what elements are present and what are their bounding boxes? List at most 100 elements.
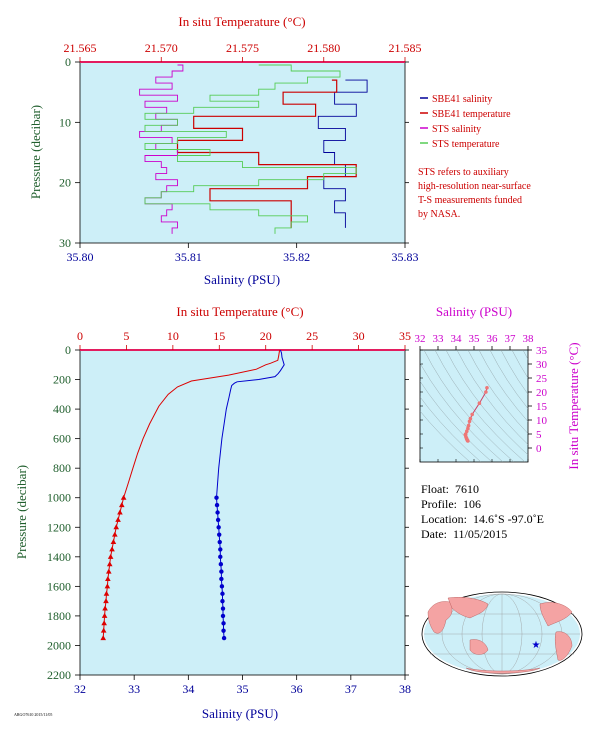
- lower-x-tick-label: 38: [399, 682, 411, 696]
- location-line: Location: 14.6˚S -97.0˚E: [421, 512, 544, 526]
- upper-x2-tick-label: 21.570: [145, 41, 178, 55]
- lower-x-tick-label: 34: [182, 682, 194, 696]
- ts-x-tick-label: 34: [451, 333, 463, 345]
- ts-series-group: [463, 386, 489, 443]
- lower-temperature-point: [112, 531, 118, 537]
- ts-point: [468, 416, 473, 421]
- legend-item-sbe41-temperature: SBE41 temperature: [420, 109, 511, 120]
- lower-temperature-point: [107, 553, 114, 559]
- ts-x-tick-label: 36: [487, 333, 499, 345]
- lower-x-tick-label: 37: [345, 682, 357, 696]
- legend-label: STS salinity: [432, 124, 481, 135]
- ts-point: [465, 429, 469, 434]
- lower-temperature-point: [106, 561, 113, 567]
- upper-x2-tick-label: 21.565: [64, 41, 97, 55]
- lower-salinity-point: [217, 539, 222, 545]
- map-land-antarctica: [465, 667, 541, 674]
- ts-top-axis-title: Salinity (PSU): [436, 304, 512, 319]
- ts-point: [470, 412, 475, 417]
- ts-x-tick-label: 33: [433, 333, 445, 345]
- upper-x-tick-label: 35.81: [175, 250, 202, 264]
- date-line: Date: 11/05/2015: [421, 527, 507, 541]
- ts-diagram-panel: 32 33 34 35 36 37 38 0 5 10 15 20 25 30 35 Salinity (P…: [415, 304, 582, 470]
- upper-x-tick-label: 35.80: [67, 250, 94, 264]
- map-land-south-america: [554, 631, 573, 661]
- upper-x-tick-label: 35.83: [392, 250, 419, 264]
- lower-x2-tick-label: 0: [77, 329, 83, 343]
- lower-temperature-point: [102, 605, 108, 611]
- ts-point: [485, 386, 489, 390]
- ts-contour-line: [445, 350, 528, 456]
- lower-temperature-point: [120, 494, 127, 500]
- profile-line: Profile: 106: [421, 497, 481, 511]
- lower-y-tick-label: 800: [53, 461, 71, 475]
- legend-note-line-1: STS refers to auxiliary: [418, 167, 509, 178]
- lower-salinity-point: [218, 554, 223, 560]
- ts-contour-line: [511, 350, 528, 379]
- upper-x2-tick-label: 21.580: [307, 41, 340, 55]
- legend-item-sbe41-salinity: SBE41 salinity: [420, 94, 492, 105]
- lower-ticks: 32 33 34 35 36 37 38 0 5 10 15 20 25 30 35 0 200 400 600 80…: [47, 329, 411, 696]
- lower-salinity-point: [214, 495, 219, 500]
- world-map: ★: [421, 591, 583, 677]
- ts-point: [477, 401, 482, 406]
- upper-x2-tick-label: 21.575: [226, 41, 259, 55]
- upper-top-axis-title: In situ Temperature (°C): [178, 14, 305, 29]
- footer-id: ARGO7610 2015/11/05: [14, 712, 52, 717]
- lower-salinity-point: [214, 502, 220, 508]
- ts-contour-line: [467, 350, 528, 434]
- ts-ticks: 32 33 34 35 36 37 38 0 5 10 15 20 25 30 35: [415, 333, 548, 462]
- lower-salinity-point: [219, 584, 225, 589]
- lower-x2-tick-label: 20: [260, 329, 272, 343]
- lower-temperature-point: [103, 598, 109, 604]
- lower-temperature-point: [101, 612, 108, 618]
- ts-y-tick-label: 5: [536, 429, 542, 441]
- ts-x-tick-label: 35: [469, 333, 481, 345]
- float-location-star-icon: ★: [532, 640, 541, 651]
- ts-contour-line: [423, 350, 515, 462]
- ts-contour-line: [420, 410, 471, 462]
- ts-y-tick-label: 20: [536, 387, 548, 399]
- ts-y-tick-label: 10: [536, 415, 548, 427]
- float-line: Float: 7610: [421, 482, 479, 496]
- lower-temperature-point: [101, 620, 107, 626]
- lower-salinity-point: [220, 598, 225, 604]
- lower-x-tick-label: 35: [237, 682, 249, 696]
- lower-temperature-point: [100, 627, 107, 633]
- ts-point: [484, 390, 488, 394]
- ts-point: [466, 423, 471, 428]
- lower-y-tick-label: 0: [65, 343, 71, 357]
- ts-contour-line: [420, 396, 482, 462]
- lower-temperature-point: [100, 635, 107, 641]
- upper-series-line: [144, 64, 357, 234]
- ts-x-tick-label: 38: [523, 333, 535, 345]
- ts-contour-line: [489, 350, 528, 409]
- upper-series-line: [317, 79, 368, 228]
- lower-y-tick-label: 2200: [47, 668, 71, 682]
- ts-x-tick-label: 37: [505, 333, 517, 345]
- ts-contour-line: [500, 350, 528, 395]
- upper-x-tick-label: 35.82: [283, 250, 310, 264]
- lower-temperature-point: [103, 590, 110, 596]
- lower-top-axis-title: In situ Temperature (°C): [176, 304, 303, 319]
- legend-label: SBE41 salinity: [432, 94, 492, 105]
- lower-salinity-point: [221, 628, 226, 633]
- lower-y-tick-label: 1200: [47, 520, 71, 534]
- lower-temperature-point: [104, 583, 111, 589]
- ts-plot-area: [419, 349, 529, 463]
- lower-x2-tick-label: 5: [123, 329, 129, 343]
- ts-y-tick-label: 15: [536, 401, 548, 413]
- lower-plot-area: [79, 349, 406, 676]
- lower-y-tick-label: 600: [53, 432, 71, 446]
- legend-label: SBE41 temperature: [432, 109, 511, 120]
- lower-salinity-point: [220, 613, 226, 619]
- lower-y-tick-label: 1000: [47, 491, 71, 505]
- lower-x2-tick-label: 10: [167, 329, 179, 343]
- lower-salinity-point: [219, 569, 224, 574]
- lower-salinity-point: [215, 517, 221, 523]
- upper-y-tick-label: 20: [59, 176, 71, 190]
- lower-series-group: [100, 349, 285, 641]
- lower-bottom-axis-title: Salinity (PSU): [202, 706, 278, 721]
- legend-note-line-3: T-S measurements funded: [418, 195, 522, 206]
